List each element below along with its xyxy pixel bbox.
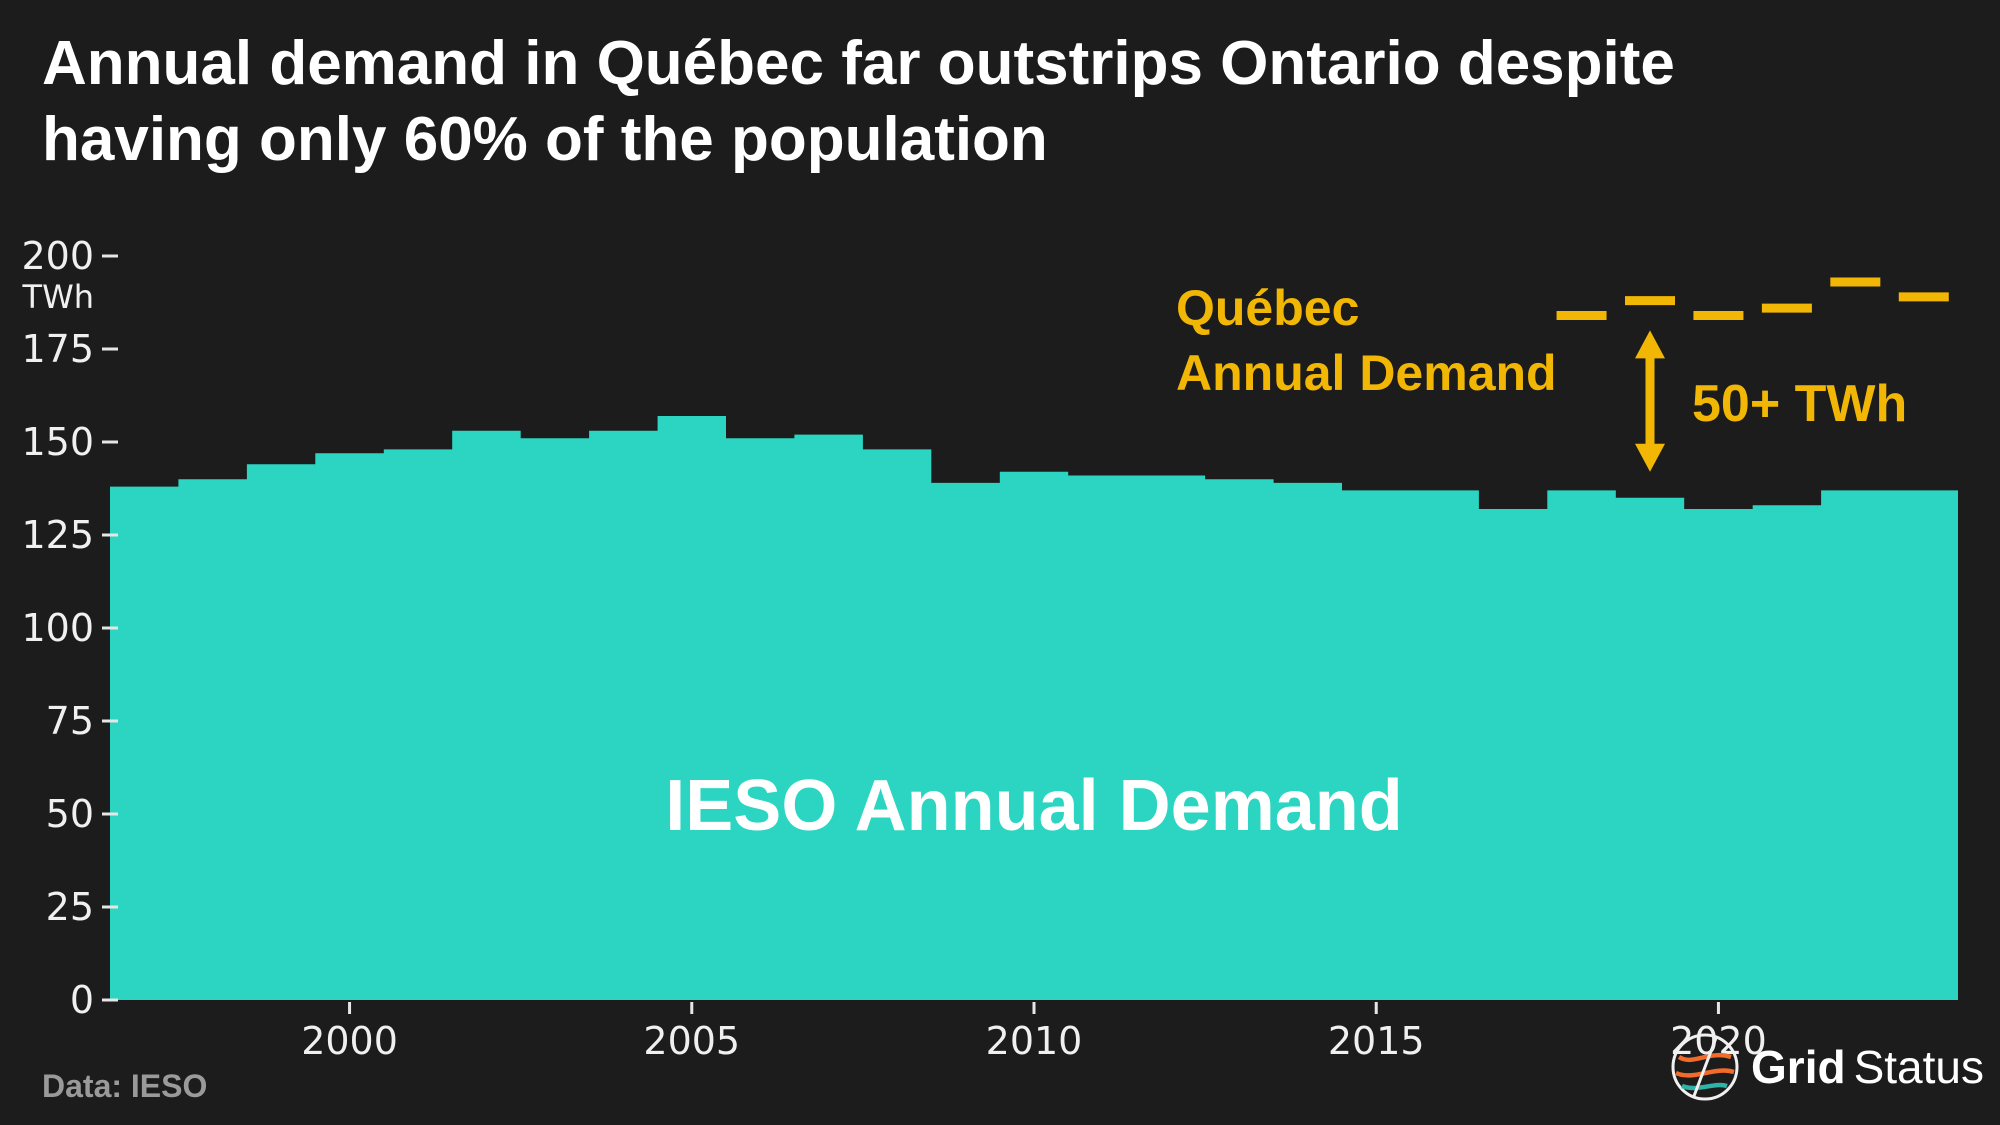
gap-arrow-head-up xyxy=(1635,330,1665,359)
y-tick-label: 75 xyxy=(46,699,94,743)
gridstatus-logo-icon xyxy=(1671,1033,1739,1101)
brand-name-grid: Grid xyxy=(1751,1041,1846,1093)
ieso-area-label: IESO Annual Demand xyxy=(665,766,1403,846)
x-tick-label: 2015 xyxy=(1328,1019,1425,1063)
gap-annotation-label: 50+ TWh xyxy=(1692,375,1908,433)
chart-title: Annual demand in Québec far outstrips On… xyxy=(42,26,1952,177)
x-tick-label: 2005 xyxy=(643,1019,740,1063)
y-tick-label: 50 xyxy=(46,792,94,836)
y-axis-unit-label: TWh xyxy=(22,278,94,316)
chart-title-line2: having only 60% of the population xyxy=(42,104,1048,174)
ieso-demand-area xyxy=(110,416,1958,1000)
y-tick-label: 150 xyxy=(21,420,94,464)
y-tick-label: 125 xyxy=(21,513,94,557)
quebec-demand-label: Québec Annual Demand xyxy=(1176,276,1557,406)
brand-name-status: Status xyxy=(1853,1041,1984,1093)
y-tick-label: 100 xyxy=(21,606,94,650)
y-tick-label: 175 xyxy=(21,327,94,371)
gridstatus-logo: Grid Status xyxy=(1667,1029,1984,1105)
gap-arrow-head-down xyxy=(1635,443,1665,472)
quebec-demand-label-line2: Annual Demand xyxy=(1176,345,1557,401)
data-source-label: Data: IESO xyxy=(42,1068,208,1104)
x-tick-label: 2010 xyxy=(986,1019,1083,1063)
chart-title-line1: Annual demand in Québec far outstrips On… xyxy=(42,29,1675,98)
x-tick-label: 2000 xyxy=(301,1019,398,1063)
y-tick-label: 200 xyxy=(21,234,94,278)
quebec-demand-label-line1: Québec xyxy=(1176,280,1360,336)
y-tick-label: 25 xyxy=(46,885,94,929)
y-tick-label: 0 xyxy=(70,978,94,1022)
